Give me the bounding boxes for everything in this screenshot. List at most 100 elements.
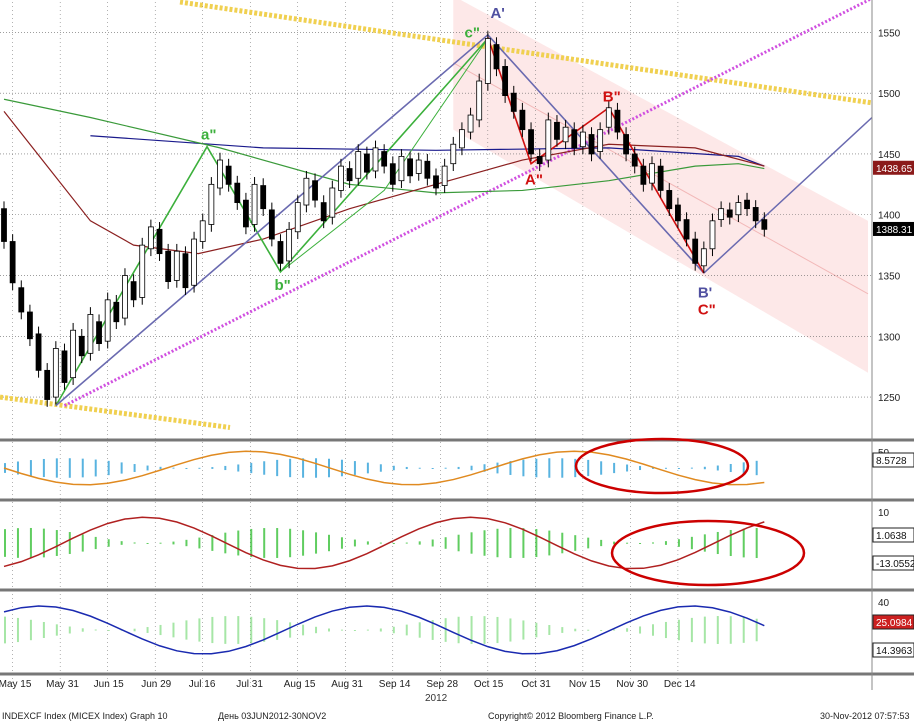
osc-bar — [664, 621, 667, 639]
candle-body — [528, 129, 534, 155]
osc-bar — [444, 537, 447, 549]
candle-body — [52, 348, 59, 398]
candle-body — [268, 209, 275, 240]
osc-bar — [366, 462, 369, 474]
osc-bar — [107, 460, 110, 476]
candle-body — [761, 219, 768, 230]
candle-body — [519, 109, 526, 131]
osc-bar — [328, 628, 330, 632]
wave-label: A' — [490, 5, 504, 22]
candle-body — [640, 165, 647, 185]
candle-body — [217, 159, 223, 189]
osc-bar — [548, 625, 551, 635]
osc-bar — [509, 461, 512, 475]
osc-bar — [652, 542, 654, 544]
candle-body — [9, 241, 16, 284]
osc-bar — [652, 624, 654, 636]
osc-bar — [405, 542, 408, 544]
candle-body — [389, 163, 396, 185]
osc-value-label: 25.0984 — [876, 618, 913, 629]
candle-body — [78, 335, 85, 357]
osc-bar — [107, 539, 110, 547]
osc-bar — [535, 528, 538, 558]
osc-value-tag — [872, 642, 914, 658]
osc-bar — [729, 463, 732, 473]
y-tick-label: 1400 — [878, 211, 901, 222]
candle-body — [562, 126, 569, 143]
osc-bar — [81, 628, 84, 632]
osc-bar — [509, 528, 512, 558]
candle-body — [554, 121, 560, 140]
candle-body — [476, 80, 483, 121]
osc-bar — [55, 624, 58, 636]
osc-bar — [392, 465, 395, 471]
candle-body — [415, 159, 422, 174]
osc-bar — [185, 620, 188, 640]
osc-bar — [237, 616, 240, 644]
osc-bar — [224, 616, 227, 644]
candle-body — [502, 66, 509, 97]
osc-bar — [703, 466, 706, 470]
osc-bar — [81, 534, 84, 552]
osc-bar — [561, 458, 564, 478]
candle-body — [605, 107, 612, 128]
osc-bar — [250, 616, 253, 644]
osc-bar — [276, 459, 279, 477]
osc-tick-label: 10 — [878, 508, 890, 519]
osc-bar — [561, 532, 564, 554]
osc-bar — [16, 617, 19, 643]
osc-bar — [55, 458, 58, 478]
x-tick-label: Jul 31 — [236, 679, 263, 690]
osc-bar — [574, 628, 577, 632]
osc-bar — [263, 461, 266, 475]
osc-bar — [68, 532, 71, 554]
osc-bar — [353, 461, 356, 475]
osc-bar — [263, 528, 266, 558]
candle-body — [338, 165, 344, 191]
osc-bar — [431, 620, 434, 640]
osc-bar — [120, 462, 123, 474]
candle-body — [199, 220, 206, 242]
osc-bar — [172, 622, 175, 638]
wave-labels: a" b" c" A' A" B" B'C" — [201, 5, 716, 319]
osc-bar — [159, 542, 162, 544]
osc-bar — [146, 465, 149, 471]
osc-bar — [690, 617, 693, 643]
x-tick-label: Nov 30 — [616, 679, 648, 690]
osc-bar — [587, 629, 590, 631]
osc-line — [3, 516, 765, 570]
footer-range: День 03JUN2012-30NOV2 — [218, 711, 326, 721]
candle-body — [631, 153, 638, 167]
y-tick-label: 1250 — [878, 393, 901, 404]
osc-bar — [315, 458, 318, 478]
osc-bar — [431, 539, 434, 547]
red-wave-line — [487, 36, 705, 274]
candle-body — [545, 119, 552, 161]
candle-body — [27, 311, 33, 340]
osc-bar — [457, 466, 460, 470]
candle-body — [726, 209, 733, 218]
osc-bar — [237, 464, 240, 472]
candle-body — [666, 190, 673, 210]
osc-value-tag — [872, 555, 914, 571]
candle-body — [165, 250, 172, 283]
candle-body — [156, 228, 163, 255]
wave-label: B' — [698, 284, 712, 301]
osc-bar — [548, 458, 551, 478]
candle-body — [234, 182, 241, 203]
candle-body — [692, 238, 699, 264]
osc-bar — [522, 459, 525, 477]
osc-bar — [42, 528, 45, 558]
osc-bar — [613, 629, 616, 631]
osc-bar — [340, 537, 343, 549]
osc-bar — [729, 616, 732, 644]
osc-bar — [392, 542, 395, 544]
osc-bar — [198, 467, 201, 469]
osc-bar — [120, 541, 123, 545]
osc-bar — [600, 461, 603, 475]
osc-bar — [677, 619, 680, 641]
wave-label: C" — [698, 301, 716, 318]
upper-yellow-trendline — [179, 0, 873, 106]
osc-bar — [353, 539, 356, 547]
osc-bar — [29, 527, 32, 559]
